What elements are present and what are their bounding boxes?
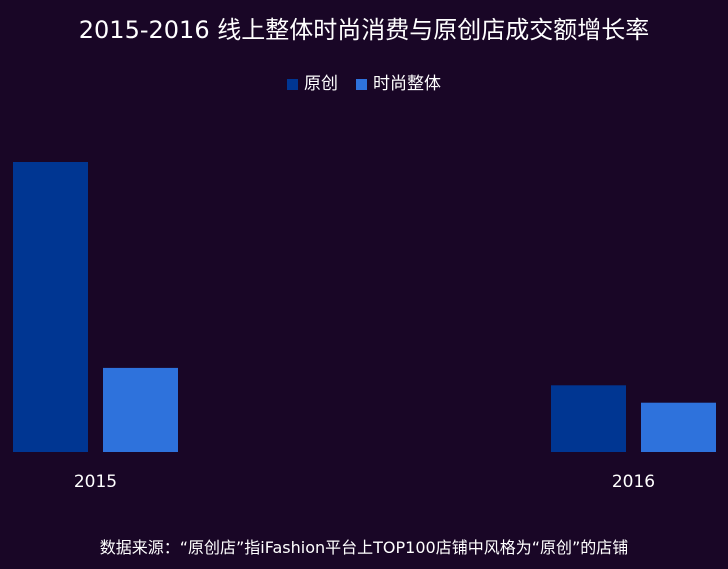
data-source-note: 数据来源：“原创店”指iFashion平台上TOP100店铺中风格为“原创”的店… xyxy=(99,538,629,557)
x-tick-label-2016: 2016 xyxy=(612,472,655,492)
legend-item-original[interactable]: 原创 xyxy=(287,72,338,96)
chart-title: 2015-2016 线上整体时尚消费与原创店成交额增长率 xyxy=(78,16,650,44)
legend-label-fashion-overall: 时尚整体 xyxy=(373,74,441,94)
legend-item-fashion-overall[interactable]: 时尚整体 xyxy=(356,72,441,96)
x-tick-label-2015: 2015 xyxy=(74,472,117,492)
bar-2015-series-2[interactable] xyxy=(103,367,178,452)
bar-2016-series-1[interactable] xyxy=(551,385,626,452)
legend-swatch-fashion-overall xyxy=(356,78,367,90)
chart-legend: 原创 时尚整体 xyxy=(0,72,728,96)
bar-2015-series-1[interactable] xyxy=(13,162,88,452)
legend-label-original: 原创 xyxy=(304,74,338,94)
legend-swatch-original xyxy=(287,78,298,90)
bar-2016-series-2[interactable] xyxy=(641,402,716,452)
